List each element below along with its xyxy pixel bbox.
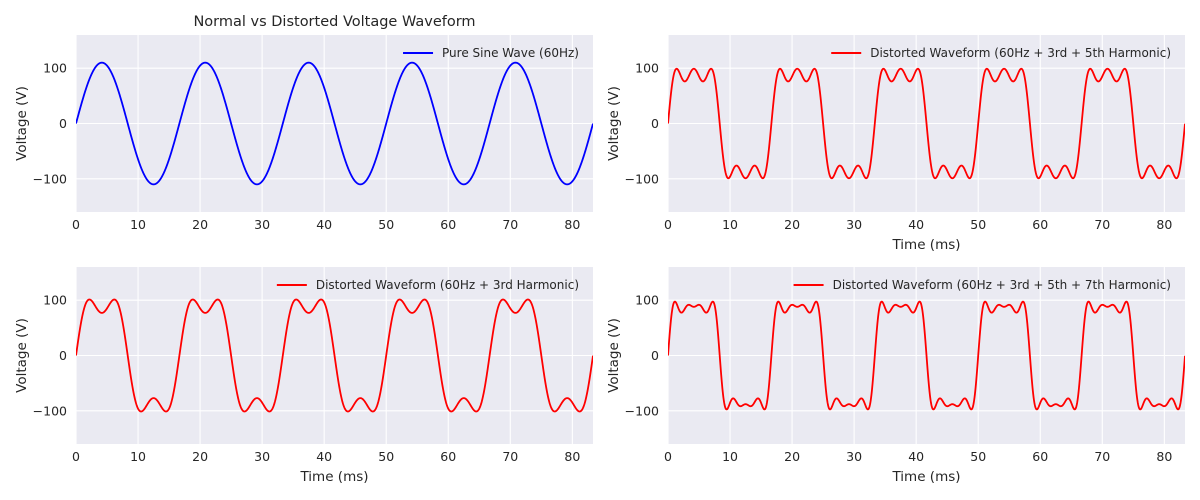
y-tick-label: 100 <box>635 61 659 76</box>
y-tick-label: 0 <box>59 116 67 131</box>
y-tick-label: −100 <box>33 403 67 418</box>
y-tick-label: 0 <box>651 348 659 363</box>
x-axis-label: Time (ms) <box>891 469 960 485</box>
x-tick-label: 70 <box>502 217 518 232</box>
x-axis-label: Time (ms) <box>891 237 960 253</box>
x-tick-label: 0 <box>664 449 672 464</box>
y-tick-label: 100 <box>43 61 67 76</box>
legend-label: Distorted Waveform (60Hz + 3rd + 5th + 7… <box>833 278 1171 292</box>
chart-panel-3: 0 10 20 30 40 50 60 70 80 −100 0 100 Voltage (V) Time… <box>14 267 593 485</box>
series-line-1 <box>668 67 1185 180</box>
x-tick-label: 10 <box>130 449 146 464</box>
y-tick-label: −100 <box>625 403 659 418</box>
x-tick-label: 40 <box>316 217 332 232</box>
x-tick-label: 60 <box>440 217 456 232</box>
y-tick-label: 100 <box>43 293 67 308</box>
legend-label: Distorted Waveform (60Hz + 3rd + 5th Har… <box>870 46 1171 60</box>
x-tick-label: 70 <box>502 449 518 464</box>
x-tick-label: 80 <box>1156 217 1172 232</box>
x-tick-label: 0 <box>72 217 80 232</box>
x-tick-label: 20 <box>192 217 208 232</box>
y-tick-label: −100 <box>33 171 67 186</box>
y-tick-label: 100 <box>635 293 659 308</box>
y-tick-label: 0 <box>651 116 659 131</box>
x-tick-label: 20 <box>784 217 800 232</box>
y-axis-label: Voltage (V) <box>14 86 30 161</box>
chart-panel-1: 0 10 20 30 40 50 60 70 80 −100 0 100 Voltage (V) Norm… <box>14 14 593 232</box>
y-tick-label: 0 <box>59 348 67 363</box>
chart-panel-4: 0 10 20 30 40 50 60 70 80 −100 0 100 Voltage (V) Time… <box>606 267 1185 485</box>
y-axis-label: Voltage (V) <box>14 318 30 393</box>
x-tick-label: 40 <box>316 449 332 464</box>
legend-label: Pure Sine Wave (60Hz) <box>442 46 579 60</box>
x-tick-label: 60 <box>1032 217 1048 232</box>
x-tick-label: 0 <box>72 449 80 464</box>
chart-title: Normal vs Distorted Voltage Waveform <box>193 14 475 30</box>
x-tick-label: 60 <box>440 449 456 464</box>
series-line-1 <box>76 298 593 413</box>
x-tick-label: 20 <box>784 449 800 464</box>
x-tick-label: 50 <box>970 449 986 464</box>
x-tick-label: 80 <box>1156 449 1172 464</box>
y-axis-label: Voltage (V) <box>606 86 622 161</box>
x-tick-label: 10 <box>722 217 738 232</box>
x-tick-label: 30 <box>846 217 862 232</box>
legend-label: Distorted Waveform (60Hz + 3rd Harmonic) <box>316 278 579 292</box>
x-tick-label: 30 <box>254 449 270 464</box>
x-axis-label: Time (ms) <box>299 469 368 485</box>
x-tick-label: 50 <box>378 449 394 464</box>
x-tick-label: 80 <box>564 449 580 464</box>
x-tick-label: 70 <box>1094 449 1110 464</box>
x-tick-label: 10 <box>130 217 146 232</box>
series-line-1 <box>668 300 1185 411</box>
x-tick-label: 70 <box>1094 217 1110 232</box>
x-tick-label: 30 <box>254 217 270 232</box>
x-tick-label: 40 <box>908 217 924 232</box>
series-line-1 <box>76 61 593 186</box>
x-tick-label: 30 <box>846 449 862 464</box>
x-tick-label: 0 <box>664 217 672 232</box>
x-tick-label: 20 <box>192 449 208 464</box>
x-tick-label: 80 <box>564 217 580 232</box>
x-tick-label: 50 <box>970 217 986 232</box>
x-tick-label: 60 <box>1032 449 1048 464</box>
chart-panel-2: 0 10 20 30 40 50 60 70 80 −100 0 100 Voltage (V) Time… <box>606 35 1185 253</box>
x-tick-label: 10 <box>722 449 738 464</box>
y-tick-label: −100 <box>625 171 659 186</box>
y-axis-label: Voltage (V) <box>606 318 622 393</box>
x-tick-label: 50 <box>378 217 394 232</box>
x-tick-label: 40 <box>908 449 924 464</box>
